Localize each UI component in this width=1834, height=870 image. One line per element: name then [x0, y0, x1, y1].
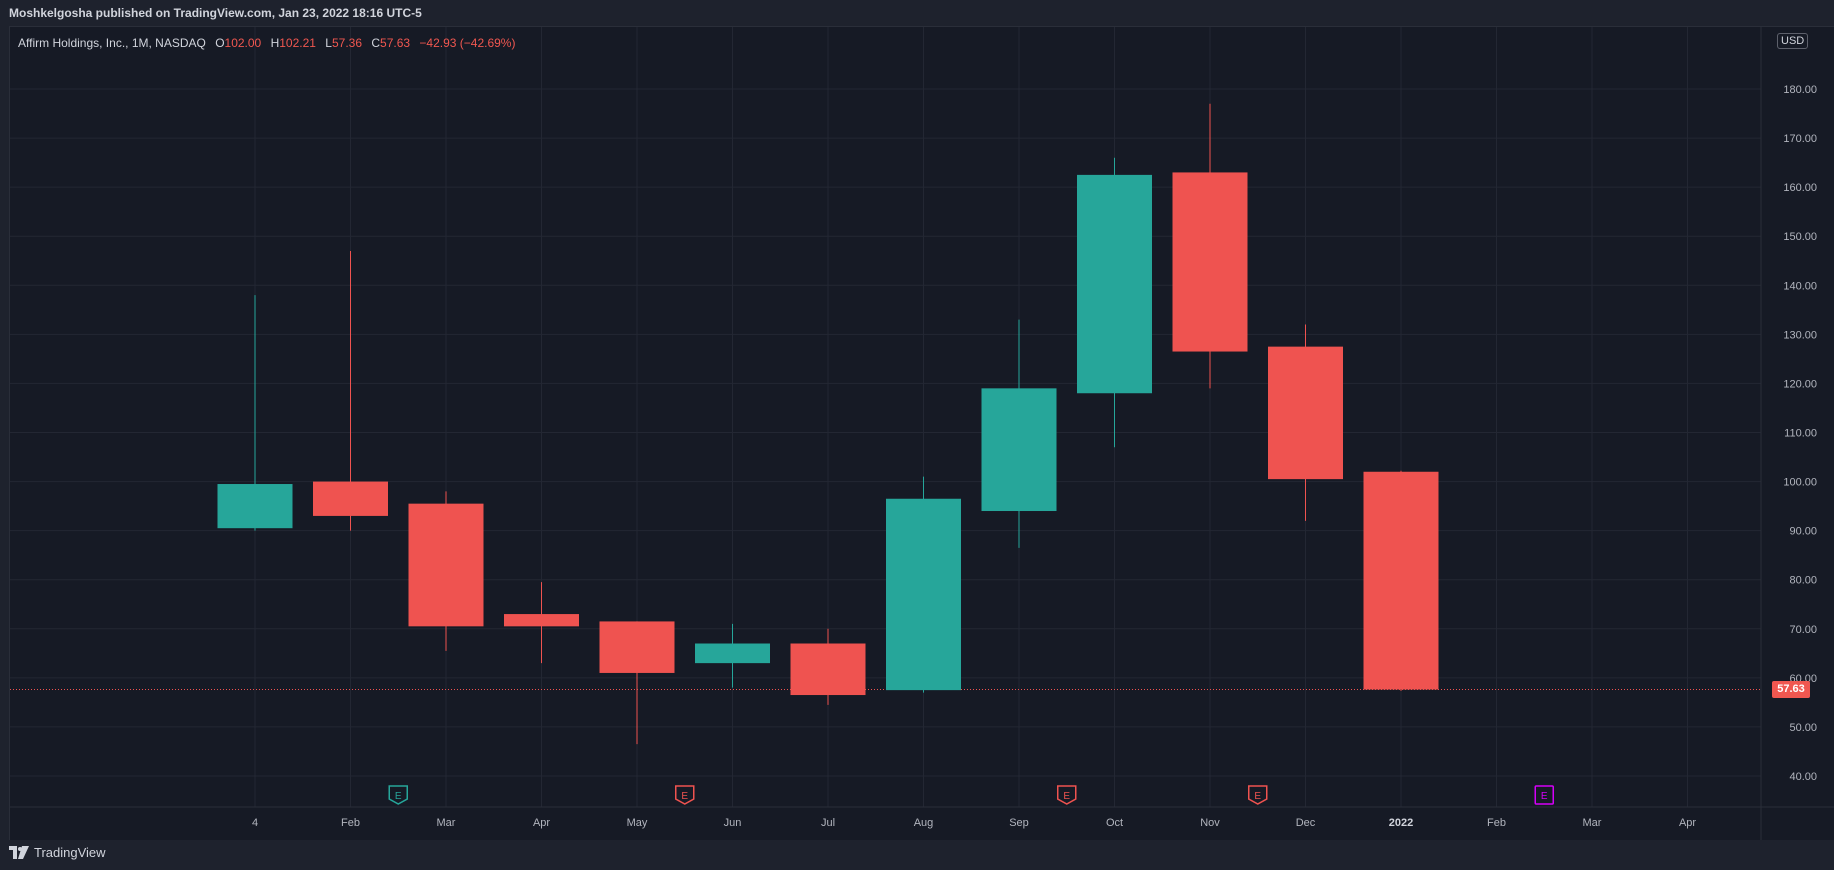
x-tick-label: Dec — [1296, 817, 1316, 829]
x-tick-label: Feb — [1487, 817, 1506, 829]
legend-open-label: O — [215, 36, 225, 50]
candle-body[interactable] — [504, 614, 579, 627]
y-tick-label: 110.00 — [1784, 428, 1817, 440]
candle-body[interactable] — [408, 503, 484, 627]
y-tick-label: 150.00 — [1783, 231, 1817, 243]
legend-high-value: 102.21 — [279, 36, 316, 50]
y-tick-label: 120.00 — [1783, 378, 1817, 390]
y-tick-label: 100.00 — [1783, 477, 1817, 489]
earnings-marker-label: E — [681, 791, 688, 802]
legend-symbol[interactable]: Affirm Holdings, Inc., 1M, NASDAQ — [18, 36, 206, 50]
x-tick-label: Apr — [533, 817, 550, 829]
earnings-marker-icon[interactable] — [675, 785, 695, 805]
chart-panel[interactable]: 40.00 50.00 60.00 70.00 80.00 90.00 100.00 110.… — [9, 26, 1834, 858]
earnings-marker-label: E — [1063, 791, 1070, 802]
candle-body[interactable] — [1268, 346, 1343, 480]
tradingview-logo-icon — [9, 846, 29, 859]
currency-button[interactable]: USD — [1777, 33, 1809, 49]
x-tick-label: Mar — [1583, 817, 1602, 829]
y-tick-label: 40.00 — [1789, 771, 1817, 783]
x-tick-label: Feb — [341, 817, 360, 829]
candle-body[interactable] — [313, 481, 388, 516]
x-tick-label: 4 — [252, 817, 258, 829]
y-tick-label: 130.00 — [1783, 329, 1817, 341]
legend-close-value: 57.63 — [380, 36, 411, 50]
candlestick-chart[interactable]: 40.0050.0060.0070.0080.0090.00100.00110.… — [10, 27, 1834, 859]
brand-name: TradingView — [34, 845, 106, 860]
earnings-marker-icon[interactable] — [1248, 785, 1268, 805]
candle-body[interactable] — [1363, 471, 1439, 690]
x-tick-label: Sep — [1009, 817, 1029, 829]
y-tick-label: 70.00 — [1789, 624, 1817, 636]
x-tick-label: Mar — [437, 817, 456, 829]
candle-body[interactable] — [981, 388, 1057, 512]
x-tick-label: Aug — [914, 817, 934, 829]
last-price-badge: 57.63 — [1772, 681, 1810, 698]
y-tick-label: 160.00 — [1783, 182, 1817, 194]
candle-body[interactable] — [695, 643, 770, 664]
y-tick-label: 80.00 — [1789, 575, 1817, 587]
candle-body[interactable] — [599, 621, 675, 673]
legend-high-label: H — [270, 36, 280, 50]
y-tick-label: 50.00 — [1789, 722, 1817, 734]
earnings-marker-icon[interactable] — [1057, 785, 1077, 805]
x-tick-label: Nov — [1200, 817, 1220, 829]
earnings-marker-icon[interactable] — [388, 785, 408, 805]
earnings-marker-icon[interactable] — [1534, 785, 1554, 805]
symbol-legend: Affirm Holdings, Inc., 1M, NASDAQ O102.0… — [18, 36, 515, 50]
candle-body[interactable] — [1172, 172, 1248, 352]
x-tick-label: Oct — [1106, 817, 1123, 829]
y-tick-label: 90.00 — [1789, 526, 1817, 538]
legend-low-label: L — [325, 36, 332, 50]
x-tick-label: Jun — [724, 817, 742, 829]
x-tick-label: 2022 — [1389, 817, 1413, 829]
y-tick-label: 180.00 — [1783, 84, 1817, 96]
legend-change: −42.93 (−42.69%) — [419, 36, 516, 50]
legend-low-value: 57.36 — [331, 36, 363, 50]
candle-body[interactable] — [1077, 174, 1152, 394]
candle-body[interactable] — [217, 484, 293, 529]
x-tick-label: Apr — [1679, 817, 1696, 829]
candle-body[interactable] — [886, 498, 961, 691]
legend-close-label: C — [371, 36, 381, 50]
y-tick-label: 140.00 — [1783, 280, 1817, 292]
y-tick-label: 170.00 — [1783, 133, 1817, 145]
earnings-marker-label: E — [1254, 791, 1261, 802]
earnings-marker-label: E — [395, 791, 402, 802]
x-tick-label: May — [627, 817, 648, 829]
candle-body[interactable] — [790, 643, 866, 696]
x-tick-label: Jul — [821, 817, 835, 829]
earnings-marker-label: E — [1541, 791, 1548, 802]
top-bar: Moshkelgosha published on TradingView.co… — [0, 0, 1834, 26]
footer — [0, 840, 1834, 870]
legend-open-value: 102.00 — [224, 36, 262, 50]
brand[interactable]: TradingView — [9, 845, 106, 860]
publish-line: Moshkelgosha published on TradingView.co… — [9, 6, 422, 20]
